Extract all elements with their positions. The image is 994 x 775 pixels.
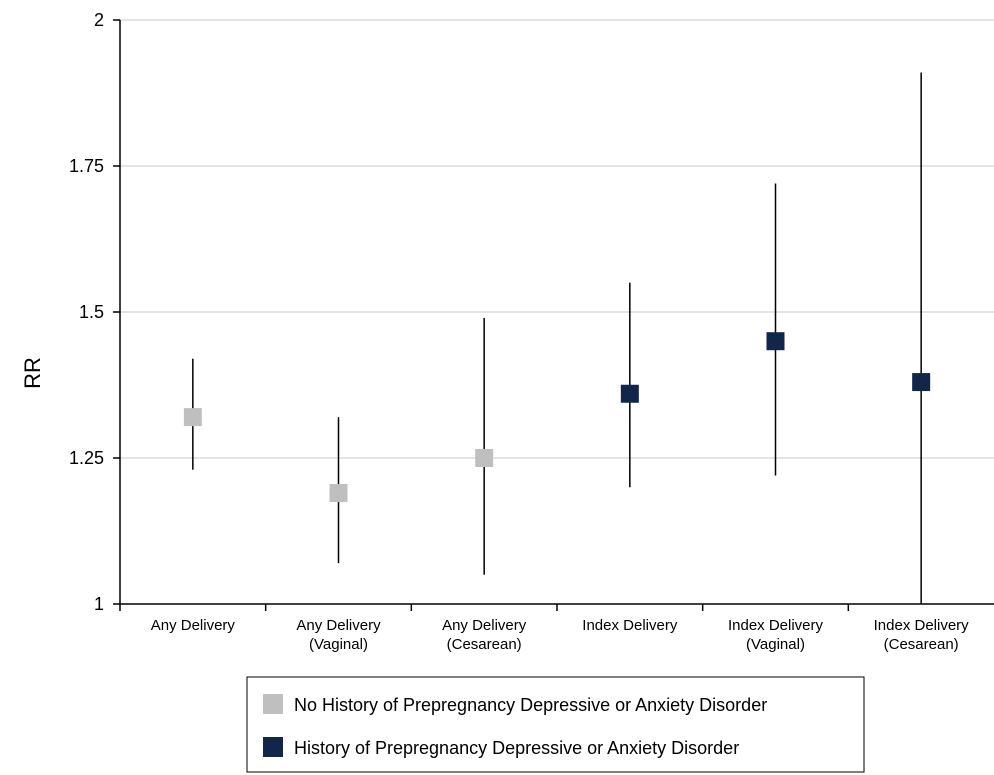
x-category-label-line: Any Delivery xyxy=(442,617,527,634)
x-category-label-line: (Vaginal) xyxy=(309,636,368,653)
marker-s0-p2 xyxy=(475,449,494,467)
marker-s0-p1 xyxy=(329,484,348,503)
gridlines xyxy=(120,19,994,459)
legend-swatch-0 xyxy=(263,694,283,714)
x-category-label-line: Index Delivery xyxy=(874,617,970,634)
marker-s1-p1 xyxy=(766,332,785,351)
x-category-label-4: Index Delivery (Vaginal) xyxy=(728,617,824,653)
marker-s1-p2 xyxy=(912,373,931,392)
y-tick-label-4: 2 xyxy=(94,10,104,30)
x-category-label-5: Index Delivery (Cesarean) xyxy=(874,617,970,653)
marker-s1-p0 xyxy=(620,384,639,403)
data-marks xyxy=(183,72,931,604)
y-axis-title: RR xyxy=(20,357,45,389)
x-category-label-line: (Cesarean) xyxy=(447,636,522,653)
legend: No History of Prepregnancy Depressive or… xyxy=(246,676,865,773)
legend-box xyxy=(246,676,865,773)
x-category-label-2: Any Delivery (Cesarean) xyxy=(442,617,527,653)
marker-s0-p0 xyxy=(183,408,202,427)
y-tick-label-3: 1.75 xyxy=(69,156,104,176)
x-category-label-3: Index Delivery xyxy=(582,617,678,634)
x-category-label-line: Index Delivery xyxy=(728,617,824,634)
x-category-label-line: (Vaginal) xyxy=(746,636,805,653)
y-tick-label-2: 1.5 xyxy=(79,302,104,322)
legend-swatch-1 xyxy=(263,737,283,757)
x-category-label-line: (Cesarean) xyxy=(884,636,959,653)
x-axis: Any Delivery Any Delivery (Vaginal)Any Del… xyxy=(119,603,994,653)
legend-label-1: History of Prepregnancy Depressive or An… xyxy=(294,738,739,758)
y-tick-label-1: 1.25 xyxy=(69,448,104,468)
x-category-label-line: Any Delivery xyxy=(151,617,236,634)
legend-label-0: No History of Prepregnancy Depressive or… xyxy=(294,695,767,715)
x-category-label-1: Any Delivery (Vaginal) xyxy=(296,617,381,653)
x-category-label-0: Any Delivery xyxy=(151,617,236,634)
x-category-label-line: Index Delivery xyxy=(582,617,678,634)
x-category-label-line: Any Delivery xyxy=(296,617,381,634)
y-tick-label-0: 1 xyxy=(94,594,104,614)
y-axis: 1 1.25 1.5 1.75 2 xyxy=(69,10,121,614)
